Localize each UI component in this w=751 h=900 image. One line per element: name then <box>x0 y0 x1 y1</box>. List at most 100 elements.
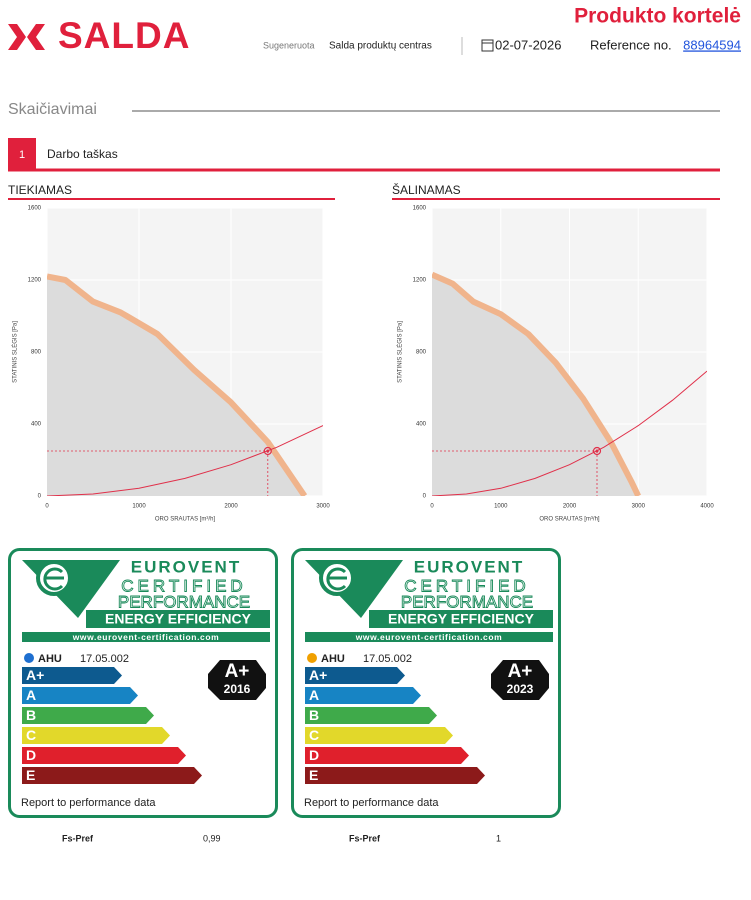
rating-badge <box>208 660 266 700</box>
rating-year: 2023 <box>507 682 534 696</box>
x-tick-label: 4000 <box>700 504 714 510</box>
class-label: A <box>309 687 319 703</box>
label-line3: ENERGY EFFICIENCY <box>388 611 535 627</box>
x-tick-label: 1000 <box>132 504 146 510</box>
fan-curve <box>432 271 642 496</box>
y-tick-label: 0 <box>423 494 427 500</box>
y-tick-label: 0 <box>38 494 42 500</box>
label-line3: ENERGY EFFICIENCY <box>105 611 252 627</box>
class-bar <box>22 667 122 684</box>
efficiency-band <box>86 610 270 628</box>
label-line1: CERTIFIED <box>404 576 529 595</box>
label-url: www.eurovent-certification.com <box>355 632 503 642</box>
class-label: B <box>309 707 319 723</box>
rating: A+ <box>225 661 250 682</box>
rating-badge <box>491 660 549 700</box>
operating-point-dot <box>595 449 599 453</box>
y-tick-label: 800 <box>31 350 42 356</box>
fs-value: 0,99 <box>203 833 221 843</box>
step-badge <box>8 138 36 170</box>
y-tick-label: 400 <box>31 422 42 428</box>
class-label: C <box>309 727 319 743</box>
logo-e <box>43 567 64 591</box>
class-label: D <box>309 747 319 763</box>
label-product: AHU <box>38 653 62 665</box>
chart-title: TIEKIAMAS <box>8 183 72 197</box>
brand: SALDA <box>58 15 190 56</box>
x-tick-label: 2000 <box>563 504 577 510</box>
class-label: E <box>26 767 35 783</box>
class-label: D <box>26 747 36 763</box>
y-tick-label: 1600 <box>413 206 427 212</box>
y-axis-label: STATINIS SLĖGIS [Pa] <box>397 321 404 383</box>
y-tick-label: 1600 <box>28 206 42 212</box>
y-tick-label: 1200 <box>413 278 427 284</box>
date: 02-07-2026 <box>495 37 562 52</box>
season-icon <box>307 653 317 663</box>
step-number: 1 <box>19 149 25 161</box>
calendar-icon <box>481 39 494 52</box>
section-title: Skaičiavimai <box>8 101 97 118</box>
y-tick-label: 400 <box>416 422 427 428</box>
x-tick-label: 3000 <box>316 504 330 510</box>
x-tick-label: 3000 <box>632 504 646 510</box>
x-tick-label: 1000 <box>494 504 508 510</box>
fan-curve <box>47 273 308 496</box>
label-brand: EUROVENT <box>414 557 524 576</box>
class-bar <box>22 687 138 704</box>
x-tick-label: 2000 <box>224 504 238 510</box>
x-axis-label: ORO SRAUTAS [m³/h] <box>155 517 216 523</box>
class-bar <box>305 747 469 764</box>
url-band <box>305 632 553 642</box>
logo-e <box>326 567 347 591</box>
page-title: Produkto kortelė <box>574 5 741 28</box>
label-line2: PERFORMANCE <box>118 592 250 611</box>
generated-label: Sugeneruota <box>263 40 315 50</box>
fs-value: 1 <box>496 833 501 843</box>
class-bar <box>305 667 405 684</box>
reference-label: Reference no. <box>590 37 672 52</box>
reference-link[interactable]: 88964594 <box>683 37 741 52</box>
plot <box>432 271 707 496</box>
fs-label: Fs-Pref <box>349 833 381 843</box>
step-label: Darbo taškas <box>47 147 118 161</box>
class-label: A+ <box>309 667 327 683</box>
class-bar <box>305 707 437 724</box>
label-line2: PERFORMANCE <box>401 592 533 611</box>
operating-point-dot <box>266 449 270 453</box>
class-label: A+ <box>26 667 44 683</box>
logo-mark <box>8 24 45 50</box>
class-bar <box>305 767 485 784</box>
class-label: B <box>26 707 36 723</box>
label-note: Report to performance data <box>21 797 156 809</box>
label-code: 17.05.002 <box>363 653 412 665</box>
label-url: www.eurovent-certification.com <box>72 632 220 642</box>
season-icon <box>24 653 34 663</box>
class-label: E <box>309 767 318 783</box>
plot <box>47 273 323 496</box>
x-tick-label: 0 <box>430 504 434 510</box>
efficiency-band <box>369 610 553 628</box>
area <box>432 274 639 496</box>
operating-point <box>592 446 602 456</box>
rating-year: 2016 <box>224 682 251 696</box>
label-note: Report to performance data <box>304 797 439 809</box>
chart-title: ŠALINAMAS <box>392 182 461 197</box>
label-code: 17.05.002 <box>80 653 129 665</box>
area <box>47 276 305 496</box>
x-tick-label: 0 <box>45 504 49 510</box>
class-bar <box>22 747 186 764</box>
system-curve <box>47 425 323 496</box>
label-brand: EUROVENT <box>131 557 241 576</box>
system-curve <box>432 370 707 496</box>
class-bar <box>22 707 154 724</box>
rating: A+ <box>508 661 533 682</box>
class-bar <box>305 727 453 744</box>
url-band <box>22 632 270 642</box>
class-bar <box>305 687 421 704</box>
class-label: C <box>26 727 36 743</box>
y-tick-label: 1200 <box>28 278 42 284</box>
